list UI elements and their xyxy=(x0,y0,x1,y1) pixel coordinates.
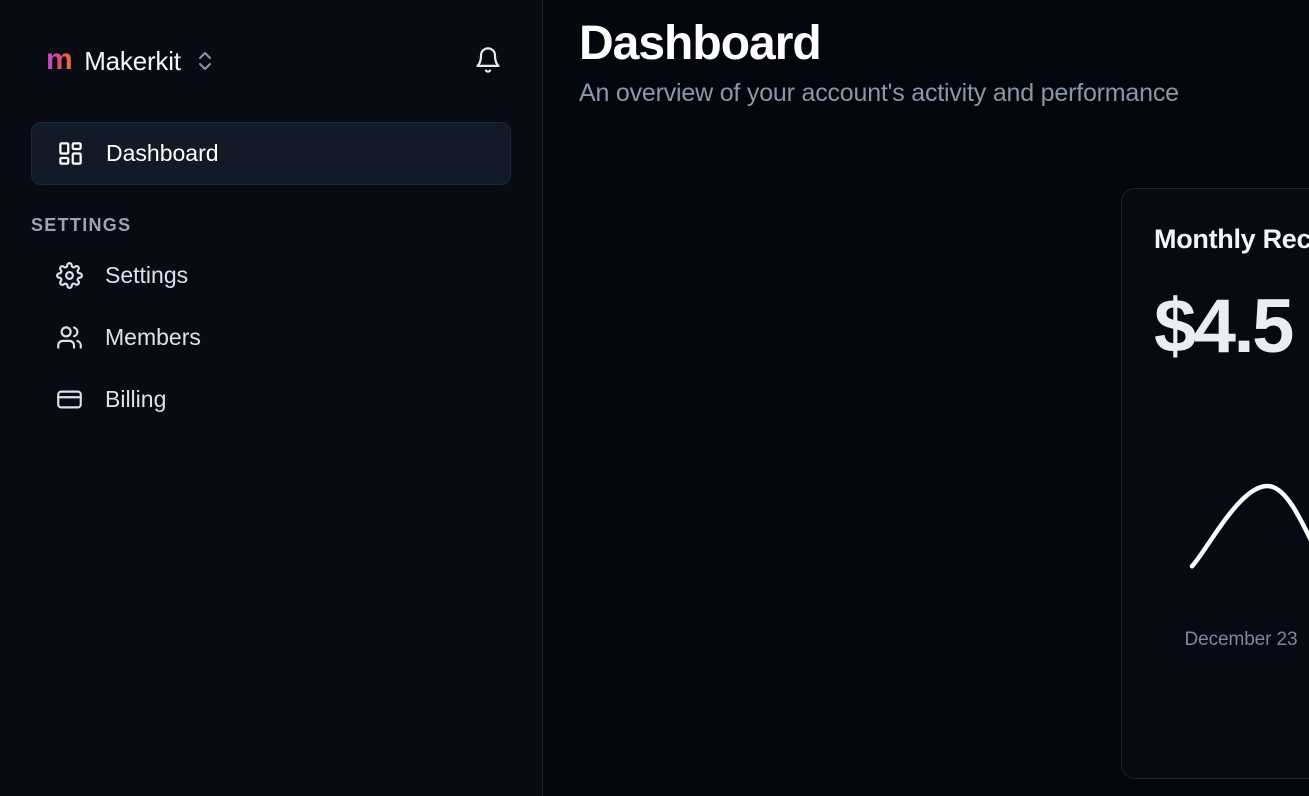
makerkit-logo-icon: m xyxy=(46,43,73,76)
sidebar-item-label: Billing xyxy=(105,385,167,412)
sidebar-section-label: SETTINGS xyxy=(31,215,132,235)
page-subtitle: An overview of your account's activity a… xyxy=(579,78,1179,107)
chevrons-up-down-icon xyxy=(197,48,213,74)
workspace-switcher[interactable]: m Makerkit xyxy=(46,45,213,77)
x-axis-tick: December 23 xyxy=(1184,629,1298,650)
primary-nav: Dashboard xyxy=(0,122,542,185)
sidebar-item-settings[interactable]: Settings xyxy=(31,244,511,306)
sidebar-header: m Makerkit xyxy=(0,0,542,122)
mrr-value: $4.5 xyxy=(1154,284,1294,369)
chart-x-axis: December 23February 24April 24June 24 xyxy=(1122,629,1309,659)
page-title: Dashboard xyxy=(579,17,822,70)
users-icon xyxy=(55,323,83,351)
sidebar: m Makerkit xyxy=(0,0,543,796)
notifications-button[interactable] xyxy=(466,39,510,83)
mrr-line-chart-svg xyxy=(1189,484,1309,569)
sidebar-item-label: Settings xyxy=(105,261,189,288)
sidebar-item-label: Members xyxy=(105,323,201,350)
sidebar-item-members[interactable]: Members xyxy=(31,306,511,368)
workspace-name: Makerkit xyxy=(84,45,181,76)
sidebar-item-dashboard[interactable]: Dashboard xyxy=(31,122,511,185)
mrr-line-path xyxy=(1189,484,1309,569)
gear-icon xyxy=(55,261,83,289)
credit-card-icon xyxy=(55,385,83,413)
mrr-card-header: Monthly Recurring Revenue 20% xyxy=(1154,217,1309,261)
mrr-card-title: Monthly Recurring Revenue xyxy=(1154,223,1309,254)
sidebar-item-billing[interactable]: Billing xyxy=(31,368,511,430)
sidebar-item-label: Dashboard xyxy=(106,140,219,166)
bell-icon xyxy=(474,46,502,77)
mrr-card: Monthly Recurring Revenue 20% $4.5 xyxy=(1121,188,1309,779)
mrr-chart: December 23February 24April 24June 24 xyxy=(1122,433,1309,673)
main-content: Dashboard An overview of your account's … xyxy=(543,0,1309,796)
settings-nav: Settings Members xyxy=(0,244,542,430)
layout-dashboard-icon xyxy=(56,140,84,168)
